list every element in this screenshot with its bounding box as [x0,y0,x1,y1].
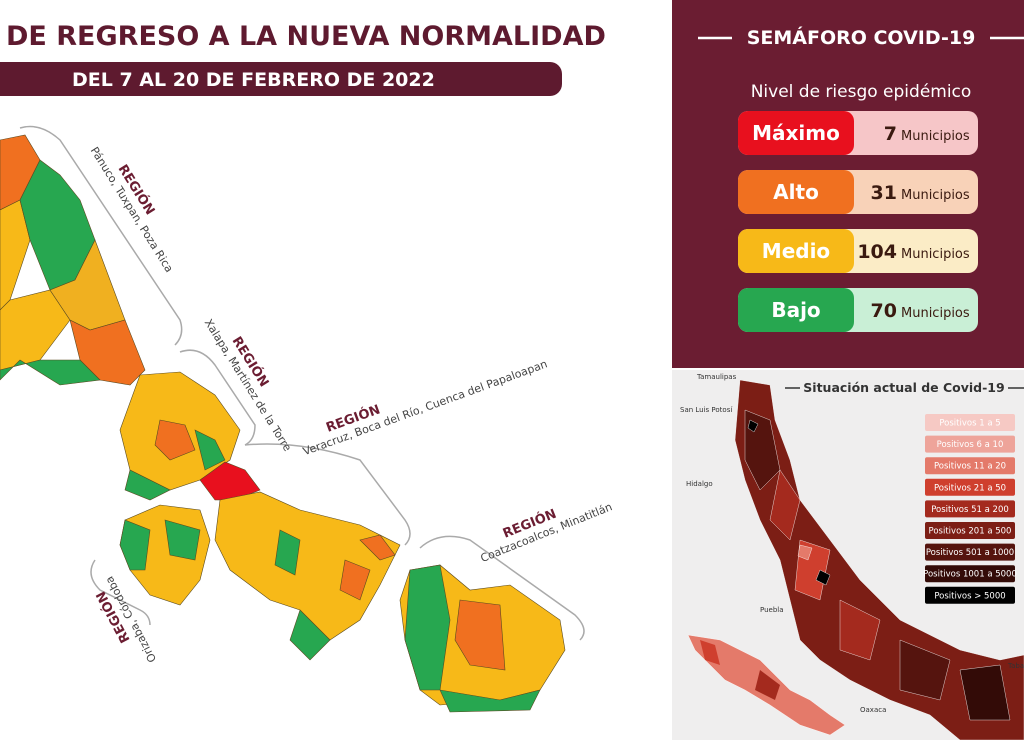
level-badge [738,170,854,214]
level-badge [738,111,854,155]
legend-swatch [925,543,1015,561]
legend-label: Positivos 1001 a 5000 [923,570,1017,580]
semaforo-title: SEMÁFORO COVID-19 [747,26,976,49]
subtitle-band [0,62,562,96]
legend-swatch [925,478,1015,496]
legend-label: Positivos > 5000 [934,591,1005,601]
legend-label: Positivos 501 a 1000 [926,548,1014,558]
subtitle: DEL 7 AL 20 DE FEBRERO DE 2022 [72,69,435,91]
level-count: 7 [884,123,897,145]
level-unit: Municipios [901,129,970,144]
level-label: Máximo [752,121,840,145]
level-count: 31 [871,182,897,204]
legend-swatch [925,414,1015,431]
place-label: Puebla [760,606,784,614]
legend-swatch [925,435,1015,453]
semaforo-subtitle: Nivel de riesgo epidémico [751,82,972,102]
region-brackets [19,125,585,641]
legend-label: Positivos 6 a 10 [937,440,1004,450]
legend-label: Positivos 1 a 5 [939,419,1000,429]
place-label: Tamaulipas [696,373,737,381]
level-unit: Municipios [901,247,970,262]
level-count: 70 [871,300,897,322]
title: DE REGRESO A LA NUEVA NORMALIDAD [6,21,606,52]
state-map [0,134,566,713]
place-label: San Luis Potosí [680,406,733,414]
covid-title: Situación actual de Covid-19 [803,380,1004,395]
place-label: Oaxaca [860,706,886,714]
level-label: Medio [762,239,830,263]
legend-label: Positivos 201 a 500 [929,527,1012,537]
legend-swatch [925,586,1015,604]
mexico-inset [687,634,846,736]
level-unit: Municipios [901,188,970,203]
places: Tamaulipas San Luis Potosí Hidalgo Puebla Oa… [680,373,1024,714]
level-unit: Municipios [901,306,970,321]
legend-label: Positivos 11 a 20 [934,462,1006,472]
place-label: Tabasco [1007,662,1024,670]
level-badge [738,288,854,332]
legend-label: Positivos 21 a 50 [934,483,1006,493]
covid-legend: Positivos 1 a 5 Positivos 6 a 10 Positivos… [923,414,1017,604]
region-name: Veracruz, Boca del Río, Cuenca del Papal… [301,357,549,458]
level-label: Bajo [771,298,820,322]
legend-swatch [925,522,1015,539]
place-label: Hidalgo [686,480,713,488]
level-badge [738,229,854,273]
legend-label: Positivos 51 a 200 [931,505,1009,515]
levels: Máximo 7 Municipios Alto 31 Municipios Medio 10… [738,111,978,332]
legend-swatch [925,500,1015,518]
level-count: 104 [857,241,897,263]
level-label: Alto [773,180,819,204]
covid-map [734,379,1024,740]
legend-swatch [925,565,1015,583]
legend-swatch [925,457,1015,475]
